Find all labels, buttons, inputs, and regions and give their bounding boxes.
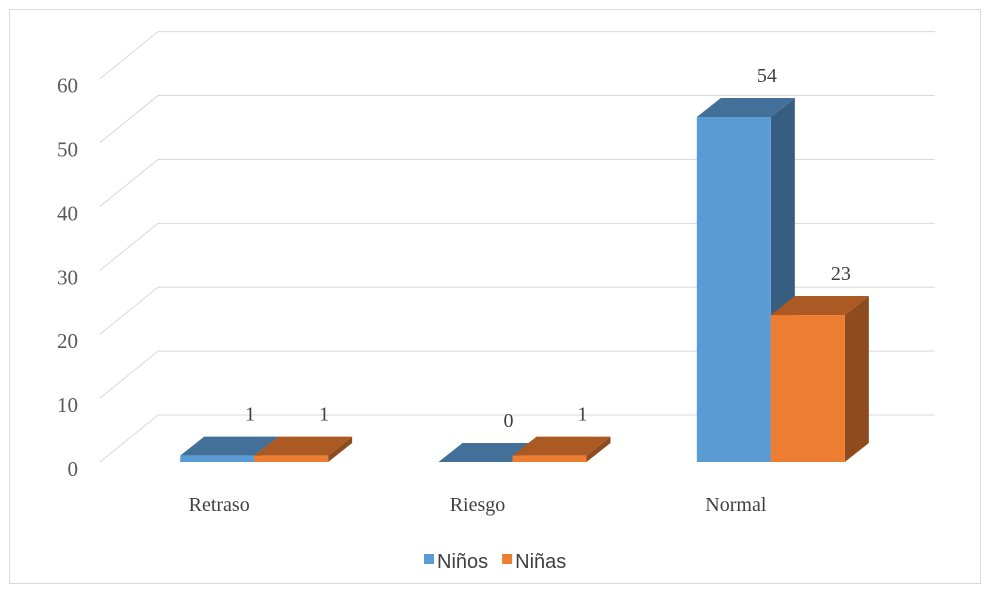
bar-side [844, 296, 869, 462]
legend: Niños Niñas [424, 551, 566, 573]
y-tick-label: 60 [57, 74, 78, 98]
bar-Niñas-Normal [770, 296, 869, 462]
y-tick-label: 0 [68, 457, 79, 481]
bar-front [770, 315, 845, 462]
data-label: 1 [245, 404, 255, 426]
x-category-label: Normal [705, 494, 767, 516]
x-axis: Retraso Riesgo Normal [189, 494, 767, 516]
data-label: 1 [319, 404, 329, 426]
x-category-label: Retraso [189, 494, 250, 516]
bar-Niñas-Retraso [254, 436, 353, 462]
legend-swatch [424, 554, 434, 564]
bar-front [696, 117, 771, 462]
bar-top [696, 98, 795, 117]
bar-top [438, 443, 537, 462]
y-tick-label: 40 [57, 201, 78, 225]
bar-top [770, 296, 869, 316]
y-tick-label: 30 [57, 265, 78, 289]
bar-Niños-Riesgo [438, 443, 537, 462]
data-label: 23 [831, 263, 851, 285]
data-label: 0 [504, 410, 514, 432]
y-tick-label: 50 [57, 138, 78, 162]
bar-side [586, 436, 611, 462]
bar-top [254, 436, 353, 456]
gridline-side [99, 222, 159, 271]
legend-label: Niños [437, 551, 488, 573]
bar-Niñas-Riesgo [512, 436, 611, 462]
gridline-side [99, 159, 159, 207]
data-label: 54 [757, 65, 777, 87]
gridline-side [99, 95, 159, 143]
gridline-side [99, 31, 159, 80]
bar-top [180, 436, 279, 456]
bar-front [180, 455, 255, 462]
gridline-side [99, 350, 159, 399]
bar-top [512, 436, 611, 456]
gridline-side [99, 286, 159, 335]
y-tick-label: 10 [57, 393, 78, 417]
bar-front [254, 455, 329, 462]
y-tick-label: 20 [57, 329, 78, 353]
data-label: 1 [578, 404, 588, 426]
x-category-label: Riesgo [450, 494, 506, 516]
bar-front [512, 455, 587, 462]
gridlines [99, 31, 935, 463]
legend-swatch [502, 554, 513, 564]
y-axis: 0 10 20 30 40 50 60 [57, 74, 78, 481]
legend-label: Niñas [515, 551, 566, 573]
data-labels: 1 1 0 1 54 23 [245, 65, 851, 432]
bars [180, 98, 869, 462]
gridline-side [99, 414, 159, 463]
bar-side [328, 436, 353, 462]
